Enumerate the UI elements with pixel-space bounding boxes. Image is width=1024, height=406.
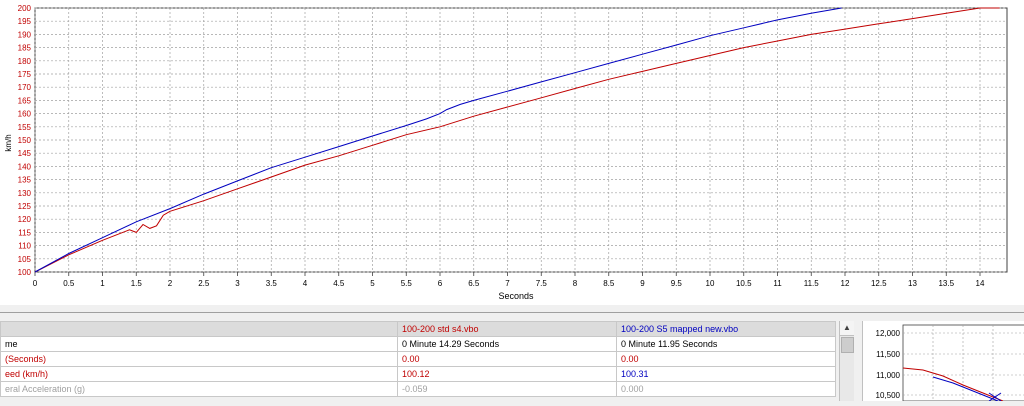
- x-tick-label: 3: [235, 279, 240, 288]
- x-tick-label: 6.5: [468, 279, 480, 288]
- y-tick-label: 130: [18, 189, 32, 198]
- table-scrollbar[interactable]: ▲: [839, 321, 854, 401]
- x-tick-label: 5.5: [401, 279, 413, 288]
- x-tick-label: 7.5: [536, 279, 548, 288]
- table-row[interactable]: eral Acceleration (g) -0.059 0.000: [0, 381, 836, 397]
- row-value-mapped: 0 Minute 11.95 Seconds: [616, 336, 836, 352]
- row-label: (Seconds): [0, 351, 398, 367]
- mini-y-tick-label: 11,000: [876, 371, 900, 380]
- x-tick-label: 9: [640, 279, 645, 288]
- mini-chart: 12,000 11,500 11,000 10,500: [862, 321, 1024, 402]
- x-tick-label: 0.5: [63, 279, 75, 288]
- x-tick-label: 11.5: [804, 279, 820, 288]
- y-tick-label: 145: [18, 149, 32, 158]
- y-tick-label: 185: [18, 44, 32, 53]
- x-tick-label: 14: [976, 279, 985, 288]
- mini-chart-svg: 12,000 11,500 11,000 10,500: [876, 324, 1024, 402]
- mini-series-blue: [932, 376, 999, 402]
- header-cell-name: [0, 321, 398, 337]
- row-value-mapped: 0.000: [616, 381, 836, 397]
- y-tick-label: 190: [18, 30, 32, 39]
- series-line-2: [34, 7, 842, 273]
- row-label: eral Acceleration (g): [0, 381, 398, 397]
- row-label: me: [0, 336, 398, 352]
- header-cell-file-std[interactable]: 100-200 std s4.vbo: [397, 321, 617, 337]
- x-tick-label: 11: [773, 279, 782, 288]
- mini-series-red: [902, 367, 1004, 402]
- y-tick-label: 100: [18, 268, 32, 277]
- x-tick-label: 8.5: [603, 279, 615, 288]
- x-tick-label: 3.5: [266, 279, 278, 288]
- x-tick-label: 0: [33, 279, 38, 288]
- table-row[interactable]: (Seconds) 0.00 0.00: [0, 351, 836, 367]
- table-row[interactable]: me 0 Minute 14.29 Seconds 0 Minute 11.95…: [0, 336, 836, 352]
- row-value-mapped: 100.31: [616, 366, 836, 382]
- x-tick-label: 2.5: [198, 279, 210, 288]
- y-tick-label: 170: [18, 83, 32, 92]
- y-tick-label: 125: [18, 202, 32, 211]
- x-tick-label: 6: [438, 279, 443, 288]
- mini-y-tick-label: 10,500: [876, 391, 901, 400]
- x-tick-label: 9.5: [671, 279, 683, 288]
- y-axis-label: km/h: [4, 134, 13, 151]
- row-label: eed (km/h): [0, 366, 398, 382]
- x-tick-label: 10: [706, 279, 715, 288]
- x-tick-label: 1.5: [131, 279, 143, 288]
- y-tick-label: 105: [18, 255, 32, 264]
- row-value-mapped: 0.00: [616, 351, 836, 367]
- x-tick-label: 7: [505, 279, 510, 288]
- y-tick-label: 110: [18, 242, 31, 251]
- x-tick-label: 4: [303, 279, 308, 288]
- x-tick-label: 5: [370, 279, 375, 288]
- chart-svg: 1001051101151201251301351401451501551601…: [4, 4, 1008, 301]
- y-tick-label: 135: [18, 176, 32, 185]
- table-header-row: 100-200 std s4.vbo 100-200 S5 mapped new…: [0, 321, 836, 337]
- y-tick-label: 115: [18, 228, 31, 237]
- series-line-1: [34, 7, 1000, 273]
- x-tick-label: 10.5: [736, 279, 752, 288]
- row-value-std: 100.12: [397, 366, 617, 382]
- table-row[interactable]: eed (km/h) 100.12 100.31: [0, 366, 836, 382]
- stats-table: 100-200 std s4.vbo 100-200 S5 mapped new…: [0, 321, 836, 397]
- mini-y-tick-label: 11,500: [876, 350, 900, 359]
- speed-time-chart: 100 105 110 115 120 125 130 135 140 145 150 155 160 1…: [0, 0, 1024, 305]
- y-tick-label: 120: [18, 215, 32, 224]
- y-tick-label: 150: [18, 136, 32, 145]
- x-tick-label: 13: [908, 279, 917, 288]
- y-tick-label: 175: [18, 70, 32, 79]
- stats-panel: 100-200 std s4.vbo 100-200 S5 mapped new…: [0, 312, 1024, 402]
- x-tick-label: 13.5: [938, 279, 954, 288]
- mini-y-tick-label: 12,000: [876, 329, 901, 338]
- y-tick-label: 155: [18, 123, 32, 132]
- x-tick-label: 12: [841, 279, 850, 288]
- y-tick-label: 140: [18, 162, 32, 171]
- x-tick-label: 2: [168, 279, 173, 288]
- y-tick-label: 160: [18, 110, 32, 119]
- row-value-std: 0.00: [397, 351, 617, 367]
- y-tick-label: 165: [18, 96, 32, 105]
- scrollbar-thumb[interactable]: [841, 337, 854, 353]
- header-cell-file-mapped[interactable]: 100-200 S5 mapped new.vbo: [616, 321, 836, 337]
- x-tick-label: 4.5: [333, 279, 345, 288]
- x-tick-label: 1: [100, 279, 105, 288]
- x-tick-label: 12.5: [871, 279, 887, 288]
- scroll-up-arrow-icon[interactable]: ▲: [840, 321, 854, 336]
- x-tick-label: 8: [573, 279, 578, 288]
- y-tick-label: 180: [18, 57, 32, 66]
- row-value-std: 0 Minute 14.29 Seconds: [397, 336, 617, 352]
- x-axis-label: Seconds: [498, 291, 534, 301]
- row-value-std: -0.059: [397, 381, 617, 397]
- y-tick-label: 200: [18, 4, 32, 13]
- mini-plot-area: [902, 324, 1024, 402]
- y-tick-label: 195: [18, 17, 32, 26]
